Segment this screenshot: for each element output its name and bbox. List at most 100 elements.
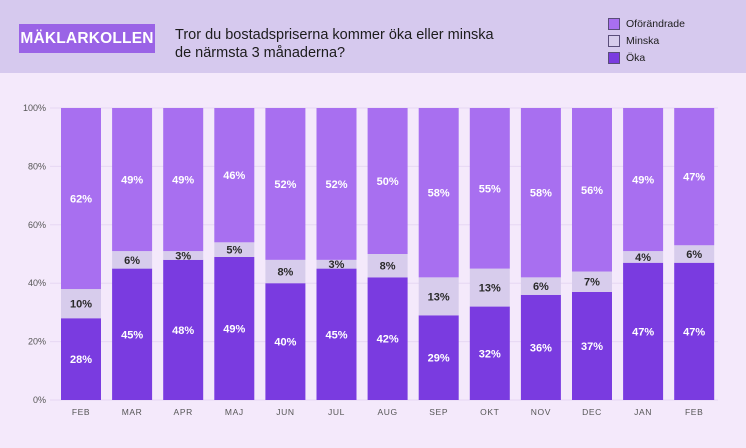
legend-label-minska: Minska — [626, 34, 660, 47]
data-label: 4% — [635, 252, 651, 264]
data-label: 50% — [377, 176, 399, 188]
bar-segment-ka — [418, 315, 459, 400]
data-label: 5% — [226, 245, 242, 257]
bar-segment-minska — [112, 251, 153, 269]
data-label: 48% — [172, 325, 194, 337]
bar-segment-ka — [265, 283, 306, 400]
title-line-1: Tror du bostadspriserna kommer öka eller… — [175, 27, 494, 43]
bar-segment-ka — [674, 262, 715, 400]
x-tick-label: APR — [174, 407, 193, 417]
bar-segment-minska — [520, 277, 561, 295]
bar-segment-ofrndrade — [61, 108, 101, 290]
bar-segment-minska — [214, 242, 255, 257]
data-label: 47% — [683, 326, 705, 338]
bar-segment-ofrndrade — [623, 108, 664, 252]
data-label: 40% — [274, 337, 296, 349]
y-tick-label: 100% — [23, 103, 46, 113]
bar-segment-ofrndrade — [418, 108, 459, 278]
bar-segment-ka — [163, 259, 204, 400]
y-tick-label: 60% — [28, 220, 46, 230]
data-label: 13% — [428, 291, 450, 303]
x-tick-label: NOV — [531, 407, 551, 417]
bar-segment-ka — [112, 268, 153, 400]
bar-segment-minska — [265, 259, 306, 284]
bar-segment-minska — [674, 245, 715, 263]
x-tick-label: JUL — [328, 407, 345, 417]
y-tick-label: 20% — [28, 337, 46, 347]
data-label: 3% — [175, 250, 191, 262]
legend-swatch-oforandrade — [608, 17, 620, 30]
bar-segment-minska — [316, 259, 357, 269]
x-tick-label: SEP — [429, 407, 448, 417]
data-label: 3% — [329, 259, 345, 271]
bar-segment-minska — [163, 251, 204, 260]
data-label: 7% — [584, 277, 600, 289]
legend-item-oforandrade: Oförändrade — [608, 15, 685, 32]
legend-label-oforandrade: Oförändrade — [626, 17, 685, 30]
data-label: 42% — [377, 334, 399, 346]
data-label: 37% — [581, 341, 603, 353]
data-label: 28% — [70, 354, 92, 366]
data-label: 6% — [124, 255, 140, 267]
legend-item-minska: Minska — [608, 32, 685, 49]
data-label: 49% — [172, 175, 194, 187]
bar-segment-minska — [61, 289, 101, 319]
x-tick-label: MAJ — [225, 407, 244, 417]
legend-swatch-oka — [608, 51, 620, 64]
data-label: 47% — [683, 172, 705, 184]
data-label: 62% — [70, 194, 92, 206]
bar-segment-minska — [623, 251, 664, 263]
data-label: 13% — [479, 283, 501, 295]
data-label: 6% — [533, 281, 549, 293]
bar-segment-minska — [418, 277, 459, 316]
data-label: 49% — [121, 175, 143, 187]
bar-segment-ofrndrade — [214, 108, 255, 243]
bar-segment-ka — [61, 318, 101, 400]
x-tick-label: FEB — [72, 407, 90, 417]
x-tick-label: FEB — [685, 407, 703, 417]
x-tick-label: MAR — [122, 407, 143, 417]
data-label: 52% — [274, 179, 296, 191]
bar-segment-minska — [572, 271, 612, 292]
y-tick-label: 80% — [28, 161, 46, 171]
x-tick-label: JUN — [276, 407, 294, 417]
data-label: 45% — [121, 329, 143, 341]
chart-title: Tror du bostadspriserna kommer öka eller… — [175, 26, 555, 62]
data-label: 49% — [632, 175, 654, 187]
bar-segment-ofrndrade — [367, 108, 408, 254]
bar-segment-ka — [214, 256, 255, 400]
legend: Oförändrade Minska Öka — [608, 15, 685, 66]
data-label: 10% — [70, 299, 92, 311]
data-label: 32% — [479, 348, 501, 360]
data-label: 58% — [530, 188, 552, 200]
bar-segment-ofrndrade — [163, 108, 204, 252]
bar-segment-ofrndrade — [674, 108, 715, 246]
y-tick-label: 0% — [33, 395, 46, 405]
data-label: 55% — [479, 183, 501, 195]
data-label: 45% — [325, 329, 347, 341]
bar-segment-ka — [623, 262, 664, 400]
x-tick-label: OKT — [480, 407, 499, 417]
data-label: 56% — [581, 185, 603, 197]
data-label: 49% — [223, 323, 245, 335]
brand-logo: MÄKLARKOLLEN — [19, 24, 155, 53]
bar-segment-ofrndrade — [112, 108, 153, 252]
bar-segment-ofrndrade — [572, 108, 612, 272]
data-label: 8% — [277, 267, 293, 279]
bar-segment-ka — [572, 291, 612, 400]
bar-segment-ofrndrade — [265, 108, 306, 260]
bar-segment-ofrndrade — [520, 108, 561, 278]
legend-item-oka: Öka — [608, 49, 685, 66]
x-tick-label: JAN — [634, 407, 652, 417]
data-label: 58% — [428, 188, 450, 200]
bar-segment-ka — [367, 277, 408, 400]
legend-label-oka: Öka — [626, 51, 646, 64]
bar-segment-ka — [520, 294, 561, 400]
bar-segment-minska — [367, 254, 408, 278]
data-label: 6% — [686, 249, 702, 261]
data-label: 47% — [632, 326, 654, 338]
bar-segment-ofrndrade — [316, 108, 357, 260]
title-line-2: de närmsta 3 månaderna? — [175, 45, 346, 61]
legend-swatch-minska — [608, 34, 620, 47]
